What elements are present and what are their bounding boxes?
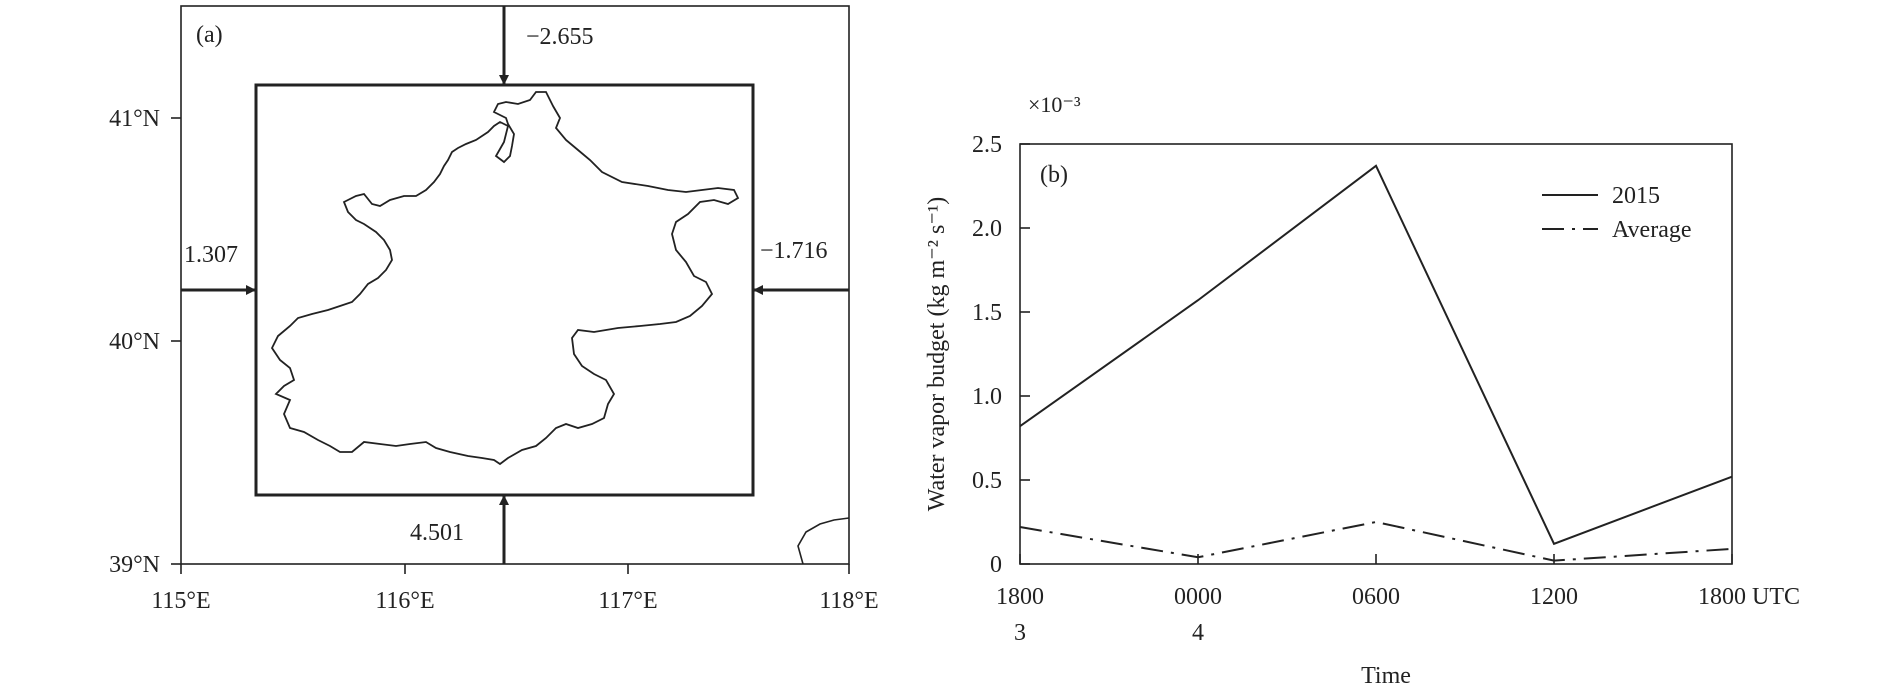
y-tick-label: 0 [990,552,1002,578]
budget-box [254,83,755,497]
map-y-tick-label: 40°N [109,329,160,355]
map-x-tick-label: 116°E [375,588,434,614]
x-tick-label: 1200 [1530,584,1578,610]
map-x-ticks: 115°E 116°E 117°E 118°E [151,564,879,614]
y-multiplier: ×10⁻³ [1028,92,1081,117]
chart-series [1019,164,1733,562]
beijing-boundary [270,91,740,466]
y-tick-label: 0.5 [972,468,1002,494]
x-tick-label: 1800 UTC [1698,584,1800,610]
south-flux-value: 4.501 [410,520,464,546]
y-axis-ticks: 0 0.5 1.0 1.5 2.0 2.5 [972,132,1030,578]
map-x-tick-label: 118°E [819,588,878,614]
x-tick-label: 0600 [1352,584,1400,610]
map-y-ticks: 41°N 40°N 39°N [109,106,181,578]
map-x-tick-label: 115°E [151,588,210,614]
panel-a-map: (a) 115°E 116°E 117°E 118°E 41°N 40°N 39… [109,5,879,614]
map-y-tick-label: 41°N [109,106,160,132]
x-subtick-label: 3 [1014,620,1026,646]
map-x-tick-label: 117°E [598,588,657,614]
y-tick-label: 1.0 [972,384,1002,410]
north-flux-value: −2.655 [526,24,594,50]
map-y-tick-label: 39°N [109,552,160,578]
y-tick-label: 2.0 [972,216,1002,242]
map-frame [180,5,850,565]
series-line-2015 [1019,164,1733,546]
y-tick-label: 2.5 [972,132,1002,158]
corner-boundary [797,517,850,565]
x-tick-label: 0000 [1174,584,1222,610]
legend-label-2015: 2015 [1612,183,1660,209]
legend: 2015 Average [1542,183,1692,243]
panel-a-label: (a) [196,22,223,48]
x-axis-ticks: 1800 3 0000 4 0600 1200 1800 UTC [996,554,1800,646]
panel-b-chart: (b) ×10⁻³ 0 0.5 1.0 1.5 2.0 2.5 1800 3 0000 4 060… [924,92,1800,689]
y-tick-label: 1.5 [972,300,1002,326]
x-axis-label: Time [1361,663,1411,689]
x-tick-label: 1800 [996,584,1044,610]
east-flux-value: −1.716 [760,238,828,264]
west-flux-value: 1.307 [184,242,238,268]
panel-b-label: (b) [1040,162,1068,188]
x-subtick-label: 4 [1192,620,1204,646]
y-axis-label: Water vapor budget (kg m⁻² s⁻¹) [924,197,950,511]
legend-label-average: Average [1612,217,1692,243]
